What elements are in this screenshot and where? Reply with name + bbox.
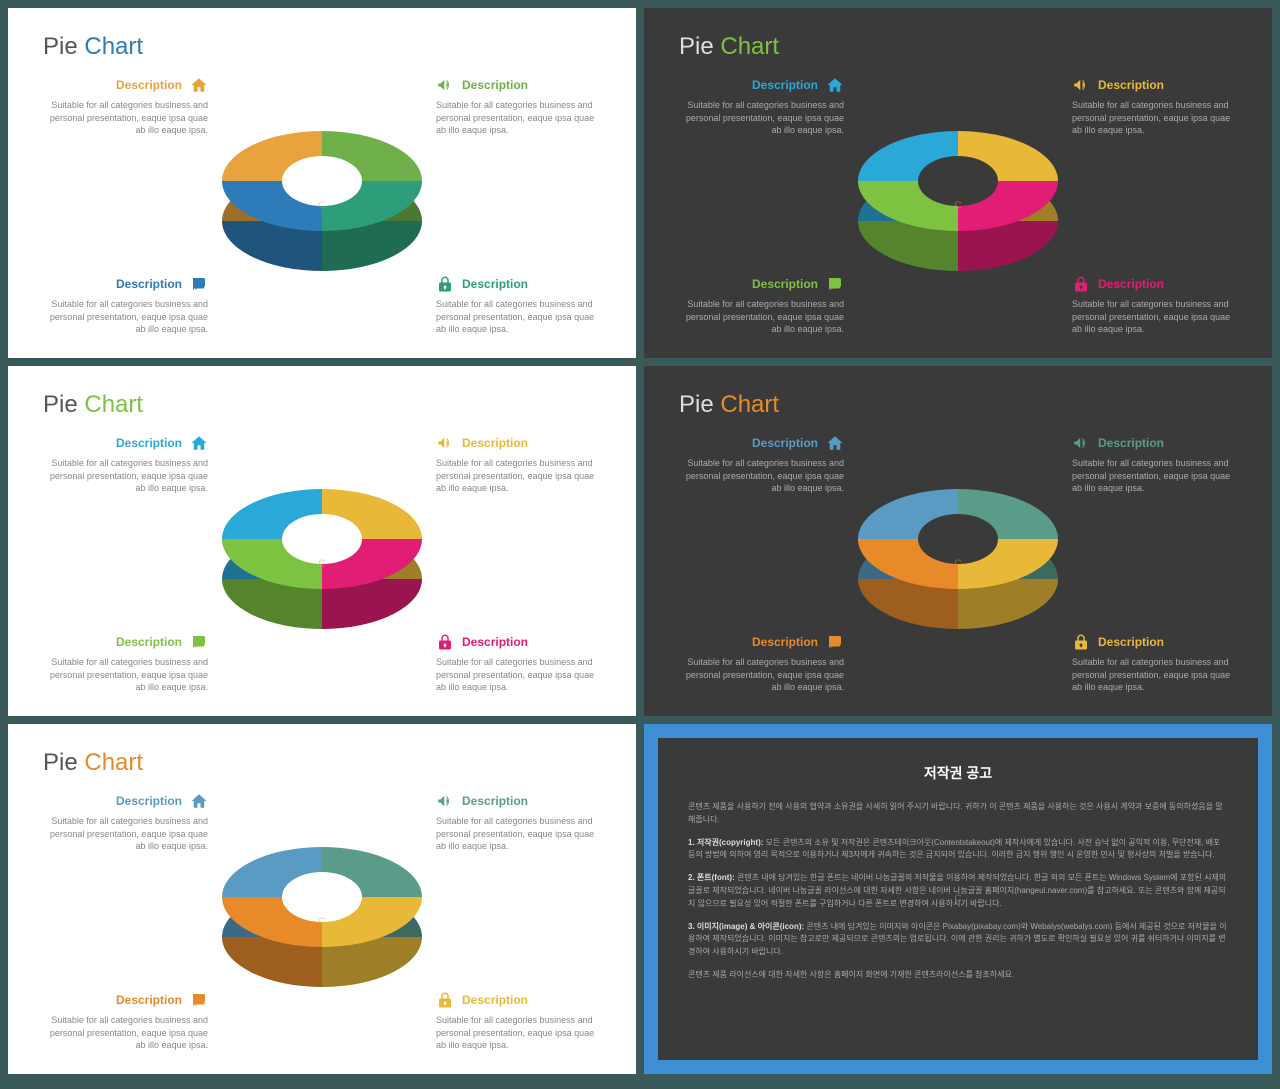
desc-title: Description [116,277,182,291]
home-icon [190,792,208,810]
desc-br: Description Suitable for all categories … [436,991,601,1052]
desc-title: Description [752,635,818,649]
desc-text: Suitable for all categories business and… [436,99,601,137]
chat-icon [190,275,208,293]
pie-chart-slide: Pie Chart Description Suitable for all c… [8,366,636,716]
chat-icon [190,991,208,1009]
desc-title: Description [462,78,528,92]
desc-tl: Description Suitable for all categories … [679,434,844,495]
home-icon [190,434,208,452]
pie-chart-slide: Pie Chart Description Suitable for all c… [8,8,636,358]
home-icon [190,76,208,94]
chat-icon [190,633,208,651]
desc-tl: Description Suitable for all categories … [43,434,208,495]
donut-chart: C [858,131,1058,281]
lock-icon [1072,633,1090,651]
desc-bl: Description Suitable for all categories … [679,633,844,694]
donut-chart: C [222,489,422,639]
desc-title: Description [462,277,528,291]
desc-text: Suitable for all categories business and… [1072,99,1237,137]
chat-icon [826,633,844,651]
desc-text: Suitable for all categories business and… [43,298,208,336]
desc-bl: Description Suitable for all categories … [679,275,844,336]
desc-text: Suitable for all categories business and… [43,815,208,853]
megaphone-icon [436,792,454,810]
slide-title: Pie Chart [679,391,1237,419]
desc-title: Description [752,78,818,92]
lock-icon [1072,275,1090,293]
desc-text: Suitable for all categories business and… [43,1014,208,1052]
desc-tr: Description Suitable for all categories … [1072,434,1237,495]
desc-title: Description [1098,635,1164,649]
desc-tr: Description Suitable for all categories … [436,434,601,495]
desc-title: Description [462,993,528,1007]
desc-title: Description [1098,277,1164,291]
lock-icon [436,633,454,651]
megaphone-icon [1072,434,1090,452]
desc-text: Suitable for all categories business and… [1072,298,1237,336]
desc-text: Suitable for all categories business and… [43,656,208,694]
desc-text: Suitable for all categories business and… [43,99,208,137]
chat-icon [826,275,844,293]
desc-tl: Description Suitable for all categories … [43,76,208,137]
desc-text: Suitable for all categories business and… [436,298,601,336]
donut-chart: C [858,489,1058,639]
copyright-body: 콘텐츠 제품을 사용하기 전에 사용의 협약과 소유권을 사세히 읽어 주시기 … [688,801,1228,982]
desc-title: Description [116,794,182,808]
lock-icon [436,991,454,1009]
home-icon [826,434,844,452]
slide-title: Pie Chart [43,749,601,777]
copyright-title: 저작권 공고 [688,763,1228,783]
desc-title: Description [752,436,818,450]
desc-bl: Description Suitable for all categories … [43,991,208,1052]
home-icon [826,76,844,94]
desc-tr: Description Suitable for all categories … [1072,76,1237,137]
megaphone-icon [1072,76,1090,94]
desc-text: Suitable for all categories business and… [1072,656,1237,694]
megaphone-icon [436,76,454,94]
desc-text: Suitable for all categories business and… [679,99,844,137]
copyright-slide: 저작권 공고 콘텐츠 제품을 사용하기 전에 사용의 협약과 소유권을 사세히 … [644,724,1272,1074]
desc-title: Description [752,277,818,291]
desc-text: Suitable for all categories business and… [1072,457,1237,495]
donut-chart: C [222,131,422,281]
desc-tr: Description Suitable for all categories … [436,792,601,853]
desc-br: Description Suitable for all categories … [1072,633,1237,694]
desc-title: Description [116,635,182,649]
desc-br: Description Suitable for all categories … [436,633,601,694]
desc-title: Description [1098,436,1164,450]
desc-text: Suitable for all categories business and… [436,457,601,495]
slide-title: Pie Chart [43,391,601,419]
megaphone-icon [436,434,454,452]
slide-title: Pie Chart [679,33,1237,61]
desc-title: Description [462,436,528,450]
desc-tr: Description Suitable for all categories … [436,76,601,137]
desc-br: Description Suitable for all categories … [436,275,601,336]
desc-title: Description [462,794,528,808]
pie-chart-slide: Pie Chart Description Suitable for all c… [644,8,1272,358]
desc-tl: Description Suitable for all categories … [43,792,208,853]
desc-title: Description [116,436,182,450]
desc-title: Description [1098,78,1164,92]
desc-bl: Description Suitable for all categories … [43,275,208,336]
desc-text: Suitable for all categories business and… [43,457,208,495]
desc-title: Description [116,993,182,1007]
slide-title: Pie Chart [43,33,601,61]
desc-title: Description [462,635,528,649]
desc-br: Description Suitable for all categories … [1072,275,1237,336]
desc-text: Suitable for all categories business and… [679,298,844,336]
pie-chart-slide: Pie Chart Description Suitable for all c… [8,724,636,1074]
desc-text: Suitable for all categories business and… [436,656,601,694]
desc-text: Suitable for all categories business and… [436,815,601,853]
desc-tl: Description Suitable for all categories … [679,76,844,137]
donut-chart: C [222,847,422,997]
lock-icon [436,275,454,293]
desc-text: Suitable for all categories business and… [436,1014,601,1052]
desc-text: Suitable for all categories business and… [679,656,844,694]
pie-chart-slide: Pie Chart Description Suitable for all c… [644,366,1272,716]
desc-bl: Description Suitable for all categories … [43,633,208,694]
desc-title: Description [116,78,182,92]
desc-text: Suitable for all categories business and… [679,457,844,495]
